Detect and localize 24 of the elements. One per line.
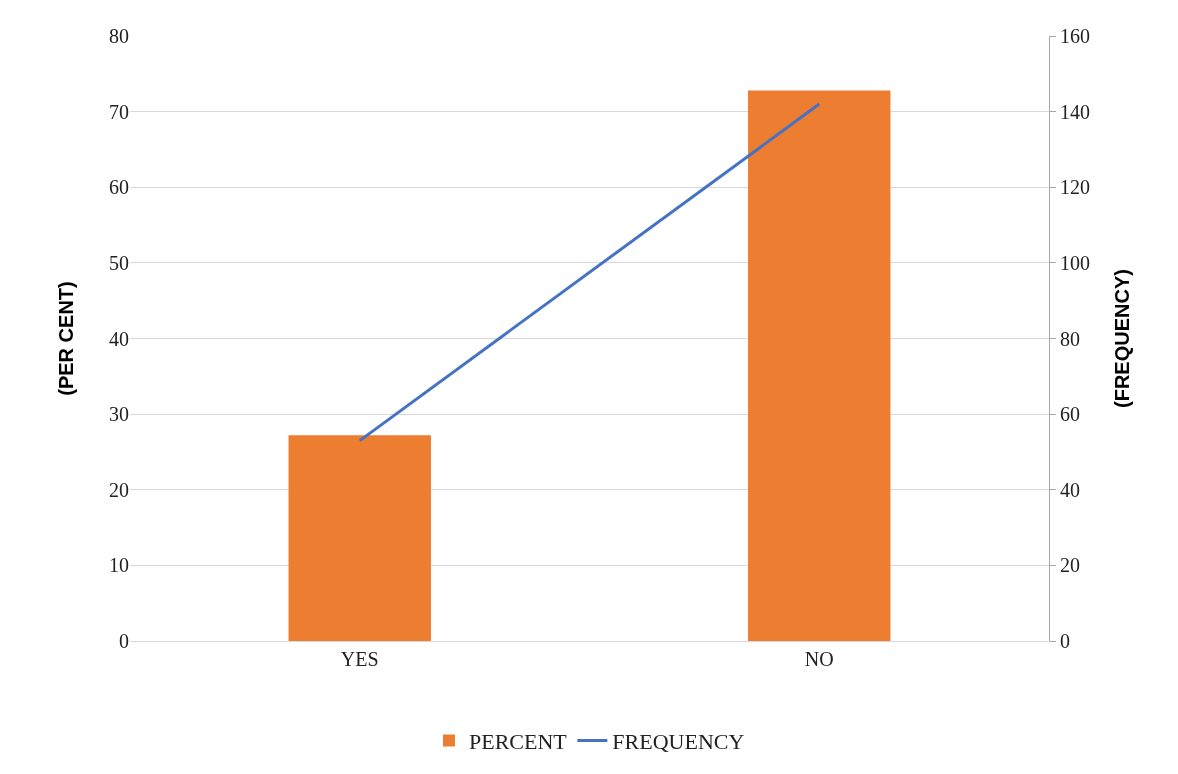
y2-tick-label: 160 xyxy=(1060,25,1090,47)
y-tick-label: 80 xyxy=(109,25,129,47)
legend-label: FREQUENCY xyxy=(612,729,745,755)
y2-tick-label: 0 xyxy=(1060,630,1070,652)
y-tick-label: 50 xyxy=(109,251,129,274)
y-tick-label: 30 xyxy=(109,403,129,426)
y-tick-label: 0 xyxy=(119,630,129,652)
legend-label: PERCENT xyxy=(469,729,568,755)
y2-tick-label: 80 xyxy=(1060,327,1080,350)
y2-axis-title: (FREQUENCY) xyxy=(1110,269,1133,408)
y-tick-label: 10 xyxy=(109,554,129,577)
y-tick-label: 40 xyxy=(109,327,129,350)
y2-tick-label: 140 xyxy=(1060,100,1090,123)
y2-tick-label: 40 xyxy=(1060,478,1080,501)
y-tick-label: 20 xyxy=(109,478,129,501)
y2-tick-label: 100 xyxy=(1060,251,1090,274)
x-tick-label: NO xyxy=(804,648,834,670)
y-tick-label: 60 xyxy=(109,176,129,199)
y-tick-label: 70 xyxy=(109,100,129,123)
y2-tick-label: 20 xyxy=(1060,554,1080,577)
x-tick-label: YES xyxy=(340,648,379,670)
y2-tick-label: 60 xyxy=(1060,403,1080,426)
y2-tick-label: 120 xyxy=(1060,176,1090,199)
y-axis-title: (PER CENT) xyxy=(54,281,77,396)
